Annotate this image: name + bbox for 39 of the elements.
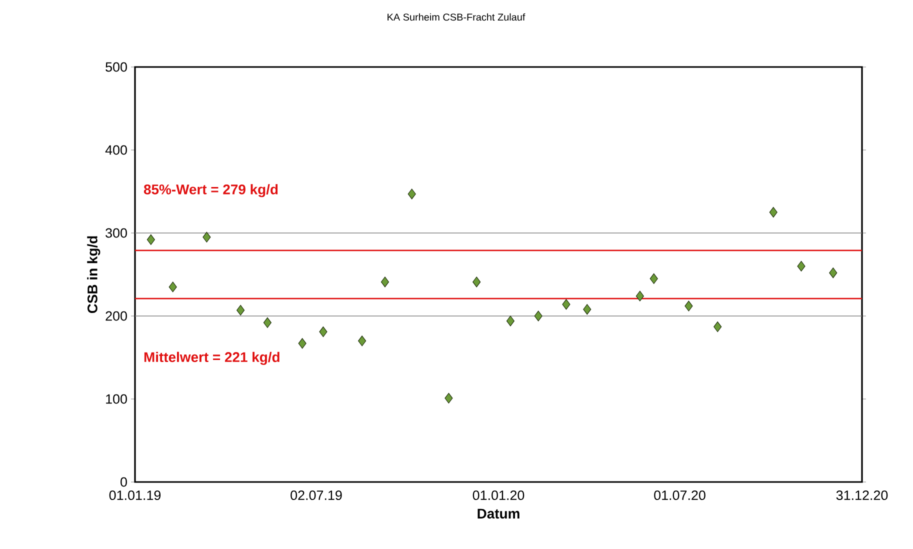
point: [562, 299, 570, 310]
point: [263, 317, 272, 328]
point: [319, 326, 328, 338]
y-tick-label: 300: [106, 228, 127, 238]
point: [583, 304, 592, 315]
point: [444, 392, 453, 404]
point: [769, 206, 778, 218]
point: [298, 338, 306, 349]
point: [797, 260, 806, 272]
y-tick-label: 500: [106, 62, 127, 72]
point: [636, 290, 644, 302]
y-tick-label: 100: [106, 394, 127, 404]
ref-line-label: 85%-Wert = 279 kg/d: [144, 184, 278, 198]
point: [146, 234, 155, 245]
y-tick-label: 200: [106, 311, 127, 321]
point: [506, 316, 514, 326]
x-tick-label: 01.01.19: [109, 490, 161, 500]
y-axis-title: CSB in kg/d: [87, 236, 100, 314]
x-tick-label: 01.07.20: [654, 490, 706, 500]
x-tick-label: 01.01.20: [472, 490, 524, 500]
point: [684, 300, 693, 312]
point: [714, 322, 722, 332]
point: [534, 310, 542, 322]
point: [168, 282, 177, 292]
y-tick-label: 400: [105, 145, 127, 155]
x-tick-label: 02.07.19: [290, 490, 342, 500]
point: [358, 336, 366, 346]
x-axis-title: Datum: [478, 508, 520, 519]
ref-line-label: Mittelwert = 221 kg/d: [144, 352, 280, 365]
point: [650, 273, 658, 284]
x-tick-label: 31.12.20: [836, 490, 888, 500]
chart-title: KA Surheim CSB-Fracht Zulauf: [388, 13, 526, 21]
point: [380, 276, 390, 288]
point: [829, 268, 838, 278]
point: [236, 304, 245, 316]
point: [408, 188, 416, 200]
point: [202, 232, 211, 242]
point: [472, 276, 481, 288]
y-tick-label: 0: [120, 477, 127, 487]
